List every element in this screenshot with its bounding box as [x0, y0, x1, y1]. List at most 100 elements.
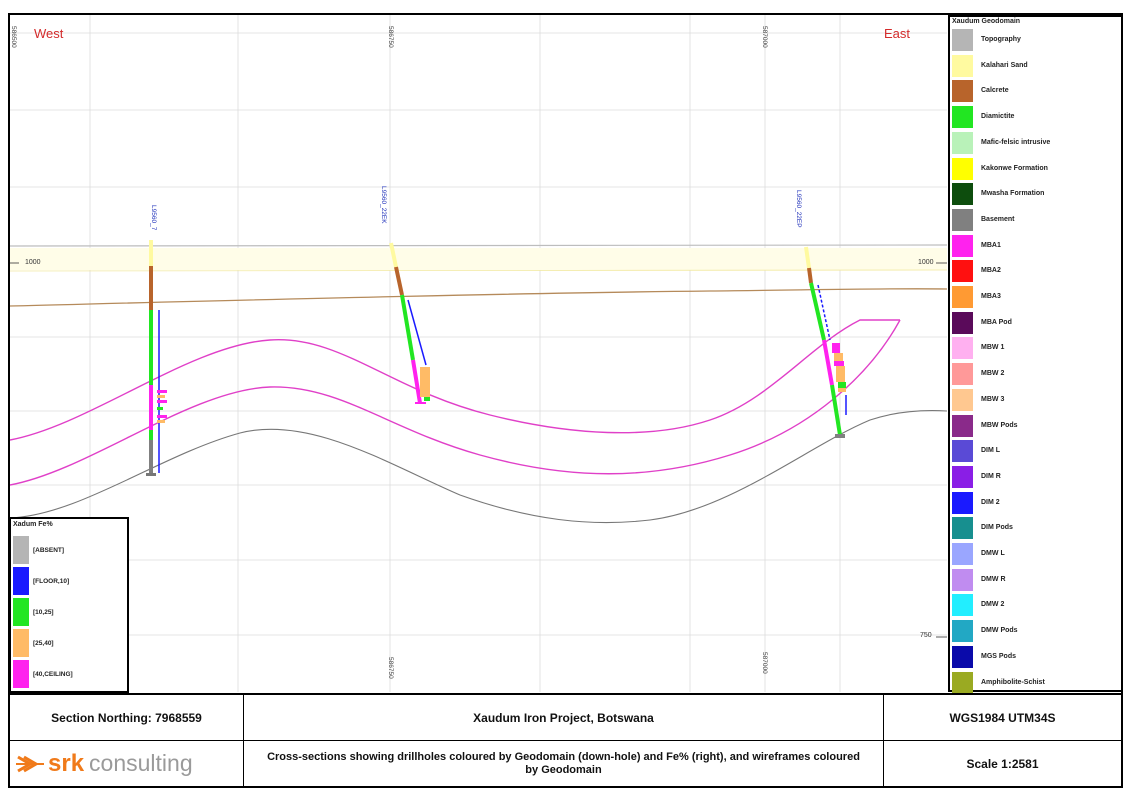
legend-swatch — [952, 234, 973, 257]
fe-legend: Xadum Fe% [ABSENT] [FLOOR,10] [10,25] [25,4… — [9, 517, 129, 693]
legend-swatch — [952, 620, 973, 643]
legend-swatch — [952, 260, 973, 283]
legend-swatch — [952, 286, 973, 308]
legend-label: DMW R — [981, 575, 1006, 583]
easting-label-top-3: 587000 — [761, 26, 768, 48]
legend-swatch — [952, 54, 973, 77]
legend-label: DIM Pods — [981, 524, 1013, 532]
basement-surface — [10, 410, 947, 524]
drawing-frame — [8, 13, 1123, 788]
easting-label-top-2: 586750 — [387, 26, 394, 48]
fe-legend-item: [10,25] — [11, 598, 127, 626]
srk-logo: srk consulting — [10, 741, 244, 786]
legend-swatch — [952, 106, 973, 129]
section-northing: Section Northing: 7968559 — [10, 695, 244, 741]
legend-swatch — [952, 363, 973, 386]
easting-label-bottom-1: 586750 — [387, 657, 394, 679]
geodomain-legend-item: DMW 2 — [950, 594, 1121, 617]
drillhole-1-label: L9560_7 — [150, 205, 157, 231]
geodomain-legend-item: DIM Pods — [950, 517, 1121, 540]
legend-swatch — [13, 660, 29, 688]
legend-swatch — [952, 337, 973, 360]
kalahari-sand-band — [10, 248, 947, 270]
legend-swatch — [952, 208, 973, 231]
geodomain-legend-item: DMW R — [950, 568, 1121, 591]
geodomain-legend-item: Calcrete — [950, 80, 1121, 103]
geodomain-legend-item: MBA2 — [950, 260, 1121, 283]
legend-label: Kakonwe Formation — [981, 164, 1048, 172]
geodomain-legend-item: Kalahari Sand — [950, 54, 1121, 77]
fe-legend-item: [40,CEILING] — [11, 660, 127, 688]
legend-label: MBW 1 — [981, 344, 1005, 352]
section-description: Cross-sections showing drillholes colour… — [244, 741, 884, 786]
geodomain-legend-item: MBW 3 — [950, 388, 1121, 411]
legend-label: DIM L — [981, 447, 1001, 455]
geodomain-legend-item: Amphibolite-Schist — [950, 671, 1121, 694]
legend-swatch — [952, 465, 973, 488]
fe-legend-title: Xadum Fe% — [13, 521, 53, 528]
legend-label: DMW L — [981, 550, 1005, 557]
drillhole-1[interactable] — [146, 240, 167, 476]
west-label: West — [34, 26, 64, 41]
legend-swatch — [13, 598, 29, 626]
geodomain-legend-item: Mafic-felsic intrusive — [950, 131, 1121, 154]
legend-label: Mwasha Formation — [981, 190, 1045, 198]
legend-label: MBA1 — [981, 241, 1001, 249]
legend-label: Amphibolite-Schist — [981, 678, 1045, 686]
elevation-label-right-1000: 1000 — [918, 259, 934, 266]
legend-swatch — [952, 311, 973, 334]
coordinate-system: WGS1984 UTM34S — [884, 695, 1121, 741]
legend-label: Kalahari Sand — [981, 61, 1028, 69]
legend-label: MBW 2 — [981, 370, 1005, 378]
legend-label: MBW 3 — [981, 395, 1005, 403]
legend-swatch — [952, 157, 973, 180]
cross-section-view — [10, 15, 947, 692]
legend-swatch — [952, 645, 973, 668]
geodomain-legend-item: DIM 2 — [950, 491, 1121, 514]
geodomain-legend-item: MBW 2 — [950, 363, 1121, 386]
legend-swatch — [13, 536, 29, 564]
legend-swatch — [952, 491, 973, 514]
fe-legend-item: [25,40] — [11, 629, 127, 657]
legend-label: [40,CEILING] — [33, 671, 73, 678]
title-block: Section Northing: 7968559 Xaudum Iron Pr… — [8, 693, 1123, 788]
geodomain-legend-title: Xaudum Geodomain — [952, 18, 1021, 25]
geodomain-legend-item: DIM R — [950, 465, 1121, 488]
easting-label-top-1: 586500 — [10, 26, 17, 48]
topography-line — [10, 244, 947, 247]
legend-label: [10,25] — [33, 609, 54, 616]
legend-swatch — [952, 131, 973, 154]
drillhole-3[interactable] — [804, 246, 847, 438]
legend-label: Calcrete — [981, 87, 1009, 95]
legend-label: [FLOOR,10] — [33, 578, 70, 585]
legend-label: MBA3 — [981, 293, 1001, 300]
legend-label: MBA2 — [981, 267, 1001, 275]
drillhole-2[interactable] — [389, 242, 430, 404]
legend-swatch — [952, 414, 973, 437]
geodomain-legend-item: Basement — [950, 208, 1121, 231]
legend-label: [25,40] — [33, 640, 54, 647]
geodomain-legend-item: Diamictite — [950, 106, 1121, 129]
legend-label: DMW 2 — [981, 601, 1005, 609]
geodomain-legend-item: Mwasha Formation — [950, 183, 1121, 206]
calcrete-base-line — [10, 288, 947, 307]
legend-swatch — [952, 440, 973, 463]
legend-swatch — [952, 80, 973, 103]
geodomain-legend-item: DIM L — [950, 440, 1121, 463]
mba-upper-surface — [10, 319, 900, 441]
geodomain-legend-item: Kakonwe Formation — [950, 157, 1121, 180]
legend-swatch — [952, 543, 973, 565]
legend-swatch — [13, 567, 29, 595]
east-label: East — [884, 26, 911, 41]
legend-swatch — [13, 629, 29, 657]
geodomain-legend-item: MGS Pods — [950, 645, 1121, 668]
legend-label: MBW Pods — [981, 421, 1018, 429]
grid-lines — [10, 15, 947, 692]
legend-swatch — [952, 388, 973, 411]
geodomain-legend-item: DMW L — [950, 543, 1121, 565]
fe-legend-item: [ABSENT] — [11, 536, 127, 564]
project-title: Xaudum Iron Project, Botswana — [244, 695, 884, 741]
legend-swatch — [952, 594, 973, 617]
legend-label: Topography — [981, 36, 1021, 43]
geodomain-legend-item: DMW Pods — [950, 620, 1121, 643]
